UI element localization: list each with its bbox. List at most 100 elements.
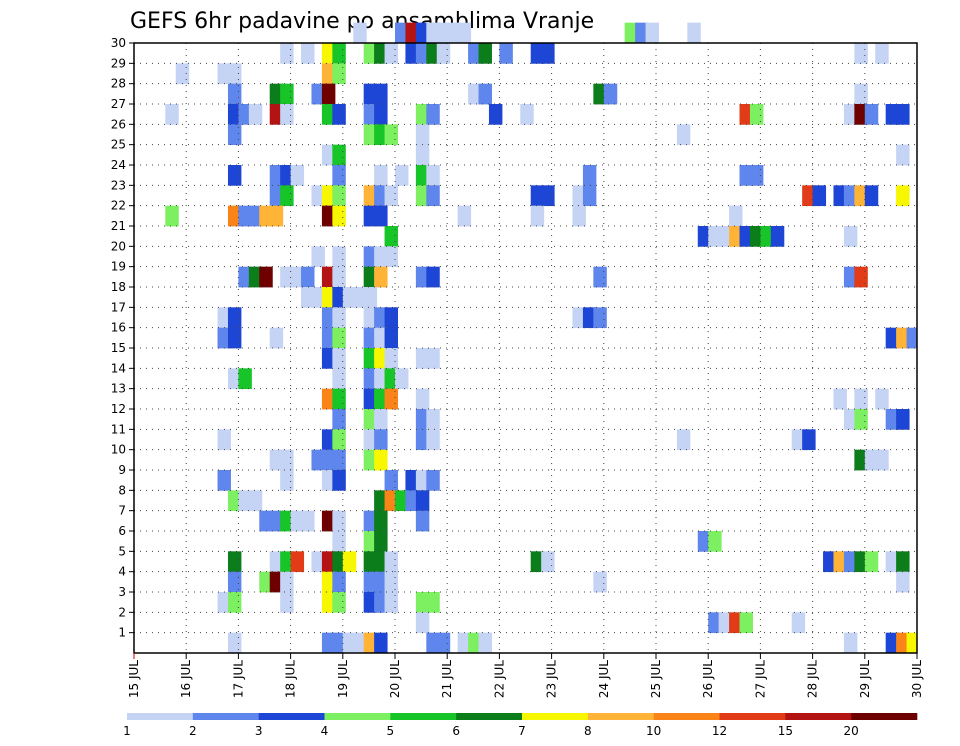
heatmap-cell: [332, 531, 345, 552]
heatmap-cell: [907, 328, 918, 349]
heatmap-cell: [604, 84, 617, 105]
heatmap-cell: [332, 165, 345, 186]
y-tick-label: 8: [118, 483, 126, 497]
y-tick-label: 1: [118, 626, 126, 640]
heatmap-cell: [395, 165, 408, 186]
heatmap-cell: [854, 389, 867, 410]
x-tick-label: 29 JUL: [858, 660, 872, 698]
heatmap-cell: [426, 267, 439, 288]
heatmap-cell: [228, 63, 241, 84]
heatmap-cell: [416, 490, 429, 511]
heatmap-cell: [228, 84, 241, 105]
y-tick-label: 2: [118, 605, 126, 619]
heatmap-cell: [218, 470, 231, 491]
heatmap-cell: [280, 104, 293, 125]
colorbar-swatch: [851, 713, 917, 720]
y-tick-label: 22: [111, 199, 126, 213]
x-tick-label: 18 JUL: [284, 660, 298, 698]
heatmap-cell: [854, 84, 867, 105]
y-tick-label: 12: [111, 402, 126, 416]
heatmap-cell: [228, 165, 241, 186]
colorbar-label: 10: [646, 724, 661, 738]
heatmap-cell: [385, 348, 398, 369]
y-tick-label: 17: [111, 300, 126, 314]
heatmap-cell: [426, 429, 439, 450]
heatmap-cell: [332, 328, 345, 349]
colorbar-swatch: [588, 713, 654, 720]
heatmap-cell: [458, 206, 471, 227]
heatmap-cell: [479, 84, 492, 105]
heatmap-cell: [426, 185, 439, 206]
heatmap-cell: [854, 267, 867, 288]
y-tick-label: 30: [111, 36, 126, 50]
heatmap-cell: [364, 287, 377, 308]
heatmap-cell: [854, 409, 867, 430]
heatmap-cell: [426, 470, 439, 491]
x-tick-label: 16 JUL: [179, 660, 193, 698]
colorbar-swatch: [654, 713, 720, 720]
heatmap-cell: [531, 206, 544, 227]
colorbar-label: 12: [712, 724, 727, 738]
heatmap-cell: [374, 84, 387, 105]
heatmap-cell: [708, 531, 721, 552]
colorbar-swatch: [127, 713, 193, 720]
heatmap-cell: [332, 206, 345, 227]
heatmap-cell: [385, 43, 398, 64]
y-tick-label: 11: [111, 422, 126, 436]
colorbar-swatch: [325, 713, 391, 720]
heatmap-cell: [332, 348, 345, 369]
heatmap-cell: [311, 246, 324, 267]
heatmap-cell: [896, 104, 909, 125]
heatmap-cell: [374, 104, 387, 125]
heatmap-cell: [270, 206, 283, 227]
x-tick-label: 19 JUL: [336, 660, 350, 698]
heatmap-cell: [572, 206, 585, 227]
heatmap-cell: [165, 104, 178, 125]
heatmap-cell: [426, 409, 439, 430]
heatmap-cell: [343, 551, 356, 572]
y-tick-label: 18: [111, 280, 126, 294]
heatmap-cell: [374, 450, 387, 471]
heatmap-cell: [771, 226, 784, 247]
x-tick-label: 21 JUL: [440, 660, 454, 698]
colorbar-swatch: [456, 713, 522, 720]
colorbar-swatch: [259, 713, 325, 720]
heatmap-cell: [750, 165, 763, 186]
heatmap-cell: [374, 633, 387, 654]
heatmap-cell: [322, 84, 335, 105]
y-tick-label: 6: [118, 524, 126, 538]
heatmap-cell: [896, 145, 909, 166]
heatmap-cell: [458, 23, 471, 44]
heatmap-cell: [228, 124, 241, 145]
heatmap-cell: [865, 104, 878, 125]
heatmap-cell: [228, 633, 241, 654]
y-tick-label: 20: [111, 239, 126, 253]
heatmap-cell: [813, 185, 826, 206]
heatmap-cell: [792, 612, 805, 633]
heatmap-cell: [896, 185, 909, 206]
heatmap-cell: [907, 633, 918, 654]
colorbar-swatch: [720, 713, 786, 720]
colorbar-swatch: [785, 713, 851, 720]
heatmap-cell: [489, 104, 502, 125]
heatmap-cell: [301, 43, 314, 64]
heatmap-cell: [165, 206, 178, 227]
heatmap-cell: [740, 612, 753, 633]
colorbar-label: 15: [778, 724, 793, 738]
heatmap-cell: [646, 23, 659, 44]
heatmap-cell: [332, 429, 345, 450]
heatmap-cell: [896, 572, 909, 593]
heatmap-cell: [416, 145, 429, 166]
heatmap-cell: [833, 389, 846, 410]
heatmap-cell: [228, 572, 241, 593]
heatmap-cell: [332, 104, 345, 125]
heatmap-cell: [374, 206, 387, 227]
y-tick-label: 7: [118, 504, 126, 518]
y-tick-label: 14: [111, 361, 126, 375]
heatmap-cell: [332, 450, 345, 471]
heatmap-cell: [541, 551, 554, 572]
heatmap-cell: [479, 633, 492, 654]
y-axis-ticks: 1234567891011121314151617181920212223242…: [111, 36, 134, 640]
